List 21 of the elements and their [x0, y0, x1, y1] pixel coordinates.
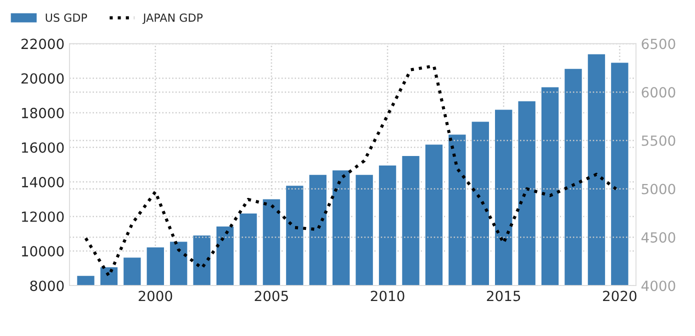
y2-tick-label: 5500	[642, 135, 676, 146]
legend-label: US GDP	[46, 13, 88, 22]
y-tick-label: 12000	[22, 211, 64, 222]
legend-label: JAPAN GDP	[142, 13, 203, 24]
y-tick-label: 14000	[22, 176, 64, 188]
x-tick-label: 2010	[370, 290, 404, 302]
y2-tick-label: 6000	[642, 87, 676, 98]
y-tick-label: 20000	[21, 73, 64, 84]
y2-tick-label: 4500	[641, 232, 676, 243]
x-tick-label: 2020	[603, 290, 636, 302]
y2-tick-label: 6500	[642, 38, 676, 50]
y2-tick-label: 4000	[641, 280, 676, 292]
y2-tick-label: 5000	[642, 184, 676, 194]
y-tick-label: 16000	[22, 142, 64, 153]
y-tick-label: 22000	[21, 38, 64, 50]
x-tick-label: 2005	[254, 290, 288, 302]
x-tick-label: 2015	[486, 290, 520, 302]
y-tick-label: 10000	[22, 246, 64, 257]
x-tick-label: 2000	[138, 290, 172, 302]
y-tick-label: 18000	[22, 108, 64, 118]
y-tick-label: 8000	[30, 280, 64, 292]
